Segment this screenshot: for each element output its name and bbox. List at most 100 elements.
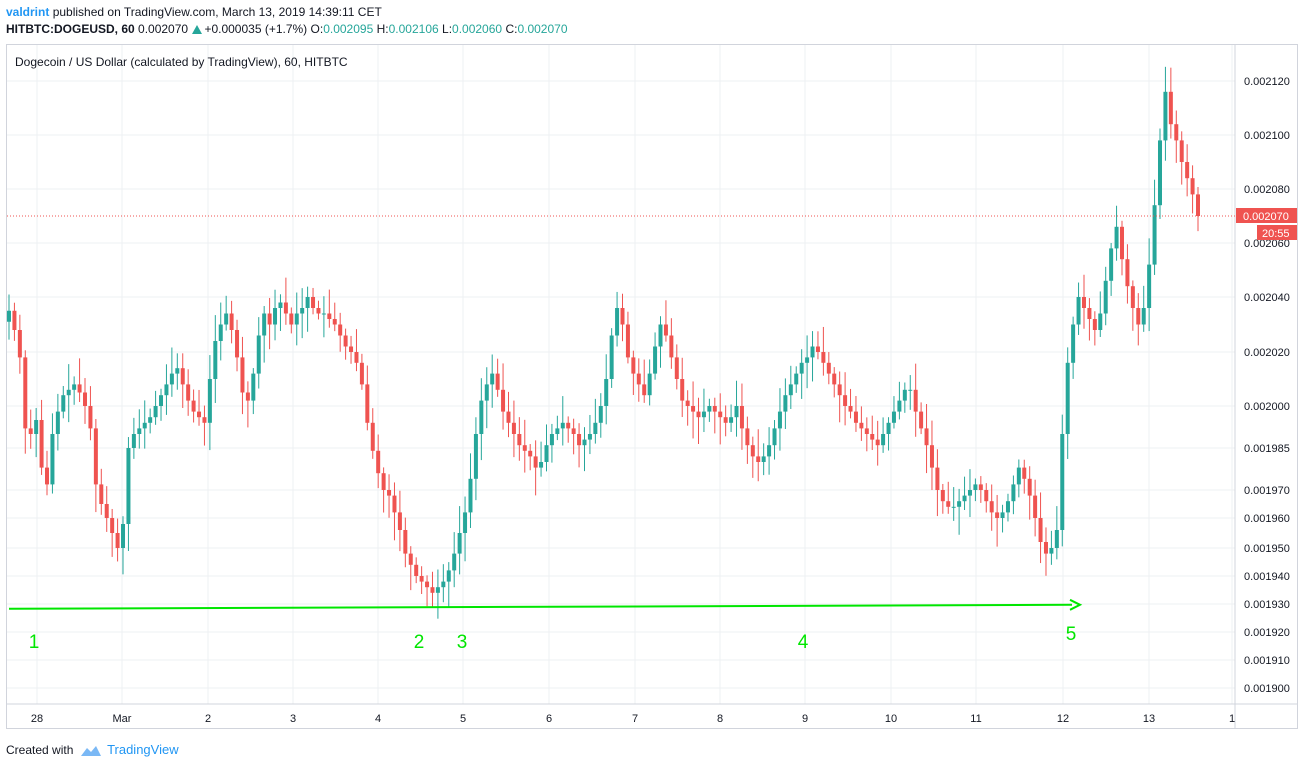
annotation-label-1: 1 bbox=[29, 632, 40, 653]
candle-body bbox=[1157, 140, 1162, 206]
chart-grid bbox=[7, 45, 1298, 729]
candle-body bbox=[826, 362, 831, 374]
candle-body bbox=[1005, 501, 1010, 513]
candle-body bbox=[479, 400, 484, 434]
tradingview-brand-link[interactable]: TradingView bbox=[107, 742, 179, 757]
candle-body bbox=[300, 308, 305, 314]
price-tick-label: 0.001930 bbox=[1244, 599, 1290, 611]
candle-body bbox=[430, 587, 435, 593]
candle-body bbox=[289, 313, 294, 325]
candle-body bbox=[175, 368, 180, 374]
candle-body bbox=[12, 310, 17, 330]
price-tick-label: 0.002000 bbox=[1244, 401, 1290, 413]
current-price-badge bbox=[1236, 208, 1297, 223]
candle-body bbox=[387, 490, 392, 496]
candle-body bbox=[441, 581, 446, 588]
candle-body bbox=[359, 362, 364, 385]
candle-body bbox=[191, 400, 196, 412]
candle-body bbox=[1114, 226, 1119, 249]
candle-body bbox=[522, 445, 527, 451]
time-tick-label: 3 bbox=[290, 713, 296, 725]
price-tick-label: 0.002100 bbox=[1244, 130, 1290, 142]
candle-body bbox=[712, 406, 717, 412]
candle-body bbox=[636, 373, 641, 385]
candle-body bbox=[45, 467, 50, 485]
candle-body bbox=[571, 428, 576, 434]
author-link[interactable]: valdrint bbox=[6, 5, 50, 19]
time-tick-label: 12 bbox=[1057, 713, 1069, 725]
candle-body bbox=[278, 302, 283, 308]
candle-body bbox=[1087, 308, 1092, 319]
tradingview-logo-icon bbox=[80, 745, 101, 756]
countdown-label: 20:55 bbox=[1262, 228, 1290, 240]
candle-body bbox=[349, 346, 354, 352]
candle-body bbox=[995, 512, 1000, 518]
candle-body bbox=[875, 439, 880, 446]
candle-body bbox=[468, 478, 473, 513]
candle-body bbox=[305, 297, 310, 308]
candle-body bbox=[110, 518, 115, 533]
candle-body bbox=[859, 422, 864, 429]
candle-body bbox=[186, 384, 191, 401]
time-tick-label: 10 bbox=[885, 713, 897, 725]
candle-body bbox=[267, 313, 272, 325]
candle-body bbox=[1065, 362, 1070, 434]
candle-body bbox=[164, 384, 169, 396]
candle-body bbox=[864, 428, 869, 434]
candle-body bbox=[1098, 313, 1103, 330]
candle-body bbox=[582, 439, 587, 446]
candle-body bbox=[1071, 324, 1076, 363]
candle-body bbox=[218, 324, 223, 341]
candle-body bbox=[843, 395, 848, 406]
high-label: H: bbox=[376, 22, 389, 36]
candle-body bbox=[886, 422, 891, 434]
candle-body bbox=[495, 373, 500, 390]
candle-body bbox=[891, 411, 896, 423]
candle-body bbox=[587, 434, 592, 440]
candle-body bbox=[159, 395, 164, 406]
candle-body bbox=[544, 445, 549, 462]
candle-body bbox=[66, 389, 71, 396]
candle-body bbox=[121, 524, 126, 548]
price-tick-label: 0.001900 bbox=[1244, 683, 1290, 695]
candle-body bbox=[647, 373, 652, 396]
candle-body bbox=[913, 389, 918, 412]
candle-body bbox=[457, 533, 462, 554]
low-label: L: bbox=[442, 22, 453, 36]
time-tick-label: 9 bbox=[802, 713, 808, 725]
candle-body bbox=[1000, 512, 1005, 518]
publish-line: valdrint published on TradingView.com, M… bbox=[6, 5, 382, 19]
candle-body bbox=[696, 411, 701, 418]
candle-body bbox=[354, 352, 359, 363]
time-axis: 28 Mar 2 3 4 5 6 7 8 9 10 11 12 13 1 bbox=[31, 713, 1235, 725]
annotation-labels: 1 2 3 4 5 bbox=[29, 624, 1077, 653]
candle-body bbox=[446, 570, 451, 582]
candle-body bbox=[414, 564, 419, 576]
candle-body bbox=[870, 434, 875, 440]
candle-body bbox=[718, 411, 723, 418]
candle-body bbox=[501, 389, 506, 412]
candle-body bbox=[593, 422, 598, 434]
candle-body bbox=[750, 445, 755, 457]
time-tick-label: 4 bbox=[375, 713, 381, 725]
candle-body bbox=[180, 368, 185, 385]
chart-panel[interactable] bbox=[6, 44, 1298, 729]
candle-body bbox=[72, 384, 77, 390]
candle-body bbox=[1190, 178, 1195, 195]
candle-body bbox=[1168, 91, 1173, 125]
candle-body bbox=[517, 434, 522, 446]
candle-body bbox=[837, 384, 842, 396]
candle-body bbox=[1185, 162, 1190, 179]
candle-body bbox=[452, 553, 457, 571]
candle-body bbox=[376, 450, 381, 474]
candle-body bbox=[61, 395, 66, 412]
candle-body bbox=[1081, 297, 1086, 308]
candle-body bbox=[115, 533, 120, 548]
candle-body bbox=[1141, 308, 1146, 325]
open-value: 0.002095 bbox=[323, 22, 374, 36]
candle-body bbox=[853, 411, 858, 423]
candle-body bbox=[1163, 91, 1168, 141]
close-value: 0.002070 bbox=[517, 22, 568, 36]
candle-body bbox=[99, 484, 104, 504]
